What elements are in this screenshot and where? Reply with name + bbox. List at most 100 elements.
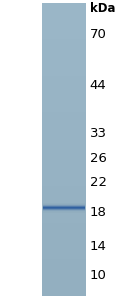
Bar — [42, 24, 86, 25]
Bar — [42, 193, 86, 194]
Bar — [42, 6, 86, 7]
Bar — [42, 258, 86, 259]
Bar — [42, 241, 86, 242]
Bar — [42, 115, 86, 116]
Bar — [42, 288, 86, 289]
Bar — [42, 139, 86, 140]
Bar — [42, 242, 86, 243]
Bar — [42, 129, 86, 130]
Bar — [42, 214, 86, 215]
Bar — [42, 173, 86, 174]
Bar — [42, 133, 86, 134]
Bar — [42, 252, 86, 253]
Bar — [42, 199, 86, 200]
Bar — [42, 230, 86, 231]
Bar — [42, 131, 86, 132]
Bar — [42, 202, 86, 203]
Bar — [42, 158, 86, 159]
Bar — [42, 182, 86, 183]
Bar — [42, 122, 86, 123]
Bar — [42, 156, 86, 157]
Bar — [42, 29, 86, 30]
Bar — [42, 237, 86, 238]
Bar — [42, 124, 86, 125]
Bar — [42, 22, 86, 24]
Text: 18: 18 — [90, 206, 106, 219]
Bar — [42, 221, 86, 222]
Bar — [42, 58, 86, 59]
Bar — [42, 163, 86, 164]
Bar — [42, 247, 86, 248]
Bar — [42, 36, 86, 37]
Bar — [42, 189, 86, 190]
Bar — [42, 94, 86, 95]
Bar — [42, 92, 86, 93]
Bar — [42, 144, 86, 145]
Bar — [42, 134, 86, 135]
Bar — [42, 112, 86, 113]
Bar — [42, 15, 86, 16]
Bar — [42, 278, 86, 279]
Bar — [42, 17, 86, 18]
Bar — [42, 222, 86, 223]
Bar — [42, 191, 86, 193]
Bar — [42, 177, 86, 178]
Bar — [42, 216, 86, 217]
Bar — [42, 262, 86, 263]
Bar — [42, 171, 86, 172]
Bar — [42, 64, 86, 65]
Bar — [42, 245, 86, 246]
Bar — [42, 10, 86, 11]
Bar — [42, 93, 86, 94]
Bar — [42, 106, 86, 108]
Bar — [42, 240, 86, 241]
Bar — [42, 96, 86, 97]
Bar — [42, 41, 86, 42]
Bar — [42, 213, 86, 214]
Bar — [42, 209, 86, 210]
Bar — [42, 180, 86, 181]
Bar — [42, 150, 86, 152]
Text: 44: 44 — [90, 79, 106, 92]
Bar — [42, 43, 86, 44]
Bar — [42, 253, 86, 254]
Bar — [42, 74, 86, 75]
Bar — [42, 185, 86, 186]
Bar — [42, 255, 86, 256]
Bar — [42, 135, 86, 136]
Bar — [42, 42, 86, 43]
Bar — [42, 33, 86, 34]
Bar — [42, 35, 86, 36]
Bar — [42, 228, 86, 229]
Bar — [42, 40, 86, 41]
Bar — [42, 50, 86, 51]
Bar — [42, 13, 86, 14]
Bar — [42, 153, 86, 154]
Bar — [42, 152, 86, 153]
Bar — [42, 32, 86, 33]
Bar — [42, 90, 86, 91]
Bar — [42, 204, 86, 205]
Bar — [42, 289, 86, 290]
Bar — [42, 265, 86, 266]
Bar — [42, 203, 86, 204]
Bar — [42, 215, 86, 216]
Bar — [42, 261, 86, 262]
Bar — [42, 226, 86, 227]
Bar — [42, 9, 86, 10]
Bar — [42, 84, 86, 85]
Bar — [42, 208, 86, 209]
Bar — [42, 251, 86, 252]
Bar — [42, 82, 86, 83]
Bar — [42, 184, 86, 185]
Bar — [42, 186, 86, 187]
Bar — [42, 201, 86, 202]
Bar — [42, 101, 86, 102]
Bar — [42, 246, 86, 247]
Bar — [42, 81, 86, 82]
Bar — [42, 119, 86, 120]
Bar — [42, 284, 86, 285]
Bar — [42, 11, 86, 12]
Bar — [42, 290, 86, 291]
Bar — [42, 103, 86, 105]
